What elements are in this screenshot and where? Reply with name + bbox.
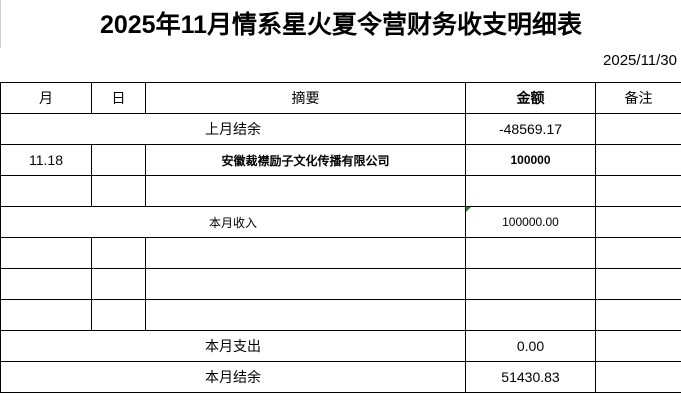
cell[interactable] <box>0 237 92 269</box>
cell[interactable] <box>0 268 92 300</box>
table-row <box>0 175 681 207</box>
table-row <box>0 299 681 331</box>
cell[interactable] <box>465 299 596 331</box>
cell[interactable] <box>465 268 596 300</box>
remark-cell[interactable] <box>595 330 681 362</box>
cell[interactable] <box>595 237 681 269</box>
prev-balance-label[interactable]: 上月结余 <box>0 113 466 145</box>
income-amount[interactable]: 100000.00 <box>465 206 596 238</box>
table-row <box>0 237 681 269</box>
cell[interactable] <box>595 175 681 207</box>
header-remark[interactable]: 备注 <box>595 82 681 114</box>
expense-amount[interactable]: 0.00 <box>465 330 596 362</box>
cell[interactable] <box>91 299 146 331</box>
header-row: 月 日 摘要 金额 备注 <box>0 82 681 114</box>
cell[interactable] <box>91 237 146 269</box>
table-row: 11.18 安徽裁襟励子文化传播有限公司 100000 <box>0 144 681 176</box>
cell[interactable] <box>0 299 92 331</box>
table-row <box>0 268 681 300</box>
entry-day[interactable] <box>91 144 146 176</box>
remark-cell[interactable] <box>595 361 681 393</box>
cell[interactable] <box>145 268 466 300</box>
header-month[interactable]: 月 <box>0 82 92 114</box>
cell-comment-marker-icon <box>466 207 471 212</box>
balance-amount[interactable]: 51430.83 <box>465 361 596 393</box>
cell[interactable] <box>595 299 681 331</box>
sheet-title: 2025年11月情系星火夏令营财务收支明细表 <box>0 0 681 48</box>
balance-label[interactable]: 本月结余 <box>0 361 466 393</box>
cell[interactable] <box>145 237 466 269</box>
cell[interactable] <box>145 299 466 331</box>
income-amount-value: 100000.00 <box>502 215 559 229</box>
header-summary[interactable]: 摘要 <box>145 82 466 114</box>
report-date: 2025/11/30 <box>603 52 677 69</box>
expense-row: 本月支出 0.00 <box>0 330 681 362</box>
cell[interactable] <box>465 175 596 207</box>
cell[interactable] <box>91 268 146 300</box>
remark-cell[interactable] <box>595 206 681 238</box>
entry-month[interactable]: 11.18 <box>0 144 92 176</box>
balance-row: 本月结余 51430.83 <box>0 361 681 393</box>
ledger-table: 月 日 摘要 金额 备注 上月结余 -48569.17 11.18 安徽裁襟励子… <box>0 82 681 393</box>
entry-amount[interactable]: 100000 <box>465 144 596 176</box>
expense-label[interactable]: 本月支出 <box>0 330 466 362</box>
entry-summary[interactable]: 安徽裁襟励子文化传播有限公司 <box>145 144 466 176</box>
remark-cell[interactable] <box>595 113 681 145</box>
header-day[interactable]: 日 <box>91 82 146 114</box>
income-row: 本月收入 100000.00 <box>0 206 681 238</box>
cell[interactable] <box>465 237 596 269</box>
cell[interactable] <box>0 175 92 207</box>
cell[interactable] <box>91 175 146 207</box>
cell[interactable] <box>145 175 466 207</box>
prev-balance-row: 上月结余 -48569.17 <box>0 113 681 145</box>
prev-balance-amount[interactable]: -48569.17 <box>465 113 596 145</box>
remark-cell[interactable] <box>595 144 681 176</box>
income-label[interactable]: 本月收入 <box>0 206 466 238</box>
header-amount[interactable]: 金额 <box>465 82 596 114</box>
cell[interactable] <box>595 268 681 300</box>
